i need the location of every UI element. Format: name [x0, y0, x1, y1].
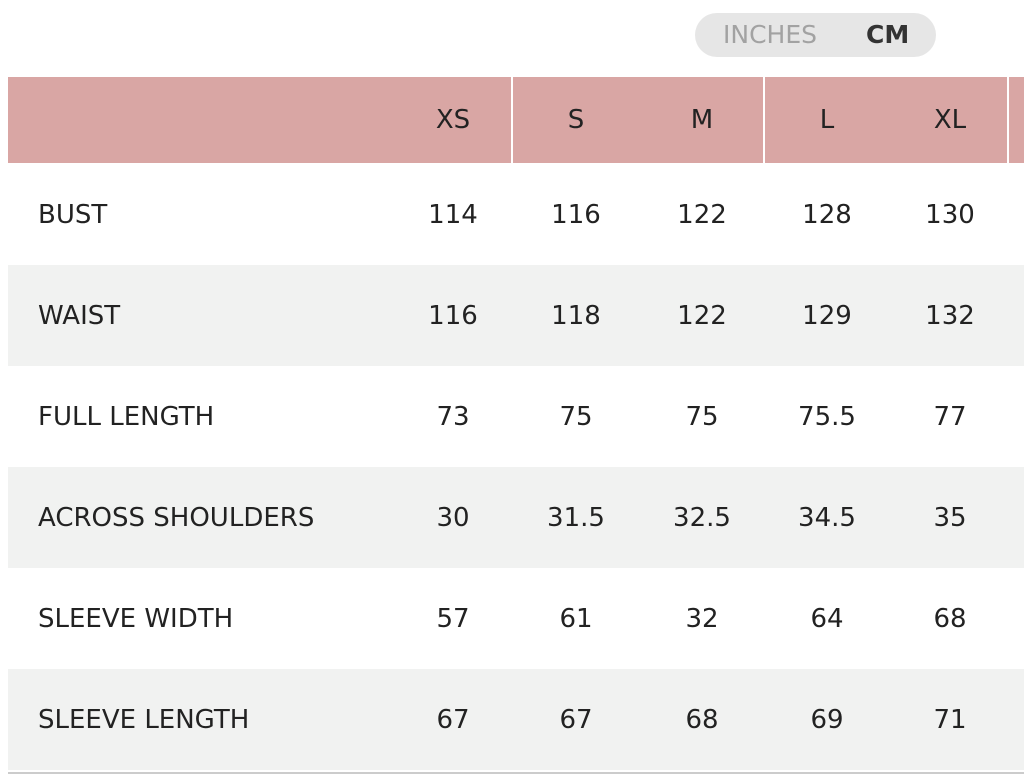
measurement: 75 [559, 401, 593, 432]
measurement: 69 [810, 704, 844, 735]
measurement: 61 [559, 603, 593, 634]
row-label: BUST [38, 199, 108, 230]
row-label: FULL LENGTH [38, 401, 215, 432]
measurement: 31.5 [547, 502, 605, 533]
table-row: ACROSS SHOULDERS 30 31.5 32.5 34.5 35 [8, 467, 1024, 568]
table-bottom-border [8, 772, 1024, 774]
unit-option-selected[interactable]: CM [866, 20, 910, 49]
column-header: M [690, 105, 714, 135]
measurement: 73 [436, 401, 470, 432]
row-label: WAIST [38, 300, 121, 331]
measurement: 132 [925, 300, 975, 331]
unit-option[interactable]: INCHES [723, 20, 817, 49]
measurement: 77 [933, 401, 967, 432]
measurement: 30 [436, 502, 470, 533]
header-separator [763, 77, 765, 163]
measurement: 68 [933, 603, 967, 634]
measurement: 64 [810, 603, 844, 634]
measurement: 75.5 [798, 401, 856, 432]
measurement: 57 [436, 603, 470, 634]
header-separator [511, 77, 513, 163]
row-label: SLEEVE WIDTH [38, 603, 234, 634]
measurement: 35 [933, 502, 967, 533]
measurement: 122 [677, 199, 727, 230]
row-label: ACROSS SHOULDERS [38, 502, 315, 533]
measurement: 114 [428, 199, 478, 230]
column-header: L [819, 105, 835, 135]
table-row: SLEEVE WIDTH 57 61 32 64 68 [8, 568, 1024, 669]
size-table: XS S M L XL BUST 114 116 122 128 130 WAIST 116 118 12… [8, 77, 1024, 774]
row-label: SLEEVE LENGTH [38, 704, 250, 735]
measurement: 75 [685, 401, 719, 432]
measurement: 71 [933, 704, 967, 735]
column-header: XS [435, 105, 471, 135]
measurement: 116 [428, 300, 478, 331]
unit-toggle[interactable]: INCHES CM [695, 13, 936, 57]
column-header: XL [933, 105, 967, 135]
measurement: 122 [677, 300, 727, 331]
measurement: 32.5 [673, 502, 731, 533]
header-separator [1007, 77, 1009, 163]
measurement: 116 [551, 199, 601, 230]
measurement: 34.5 [798, 502, 856, 533]
measurement: 118 [551, 300, 601, 331]
measurement: 128 [802, 199, 852, 230]
measurement: 130 [925, 199, 975, 230]
table-row: BUST 114 116 122 128 130 [8, 164, 1024, 265]
measurement: 32 [685, 603, 719, 634]
measurement: 129 [802, 300, 852, 331]
table-row: FULL LENGTH 73 75 75 75.5 77 [8, 366, 1024, 467]
table-row: SLEEVE LENGTH 67 67 68 69 71 [8, 669, 1024, 770]
table-header: XS S M L XL [8, 77, 1024, 163]
measurement: 67 [436, 704, 470, 735]
measurement: 68 [685, 704, 719, 735]
measurement: 67 [559, 704, 593, 735]
table-row: WAIST 116 118 122 129 132 [8, 265, 1024, 366]
column-header: S [567, 105, 585, 135]
